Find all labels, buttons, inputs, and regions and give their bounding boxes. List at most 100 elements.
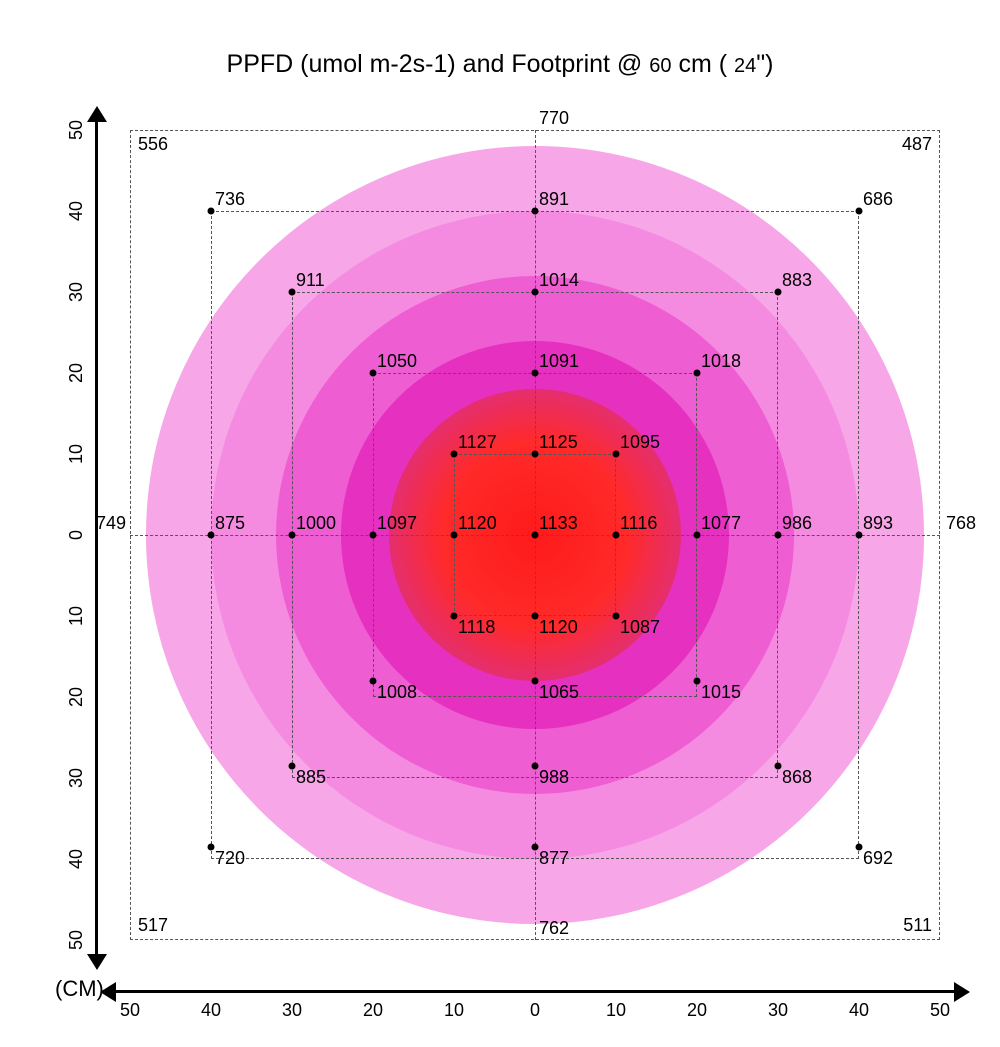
y-tick-label: 40	[51, 196, 101, 226]
data-label: 1015	[701, 682, 741, 703]
data-point	[532, 843, 539, 850]
data-label: 1008	[377, 682, 417, 703]
data-label: 986	[782, 513, 812, 534]
data-label: 1077	[701, 513, 741, 534]
data-label: 893	[863, 513, 893, 534]
data-point	[775, 762, 782, 769]
data-label: 1000	[296, 513, 336, 534]
x-tick-label: 20	[353, 1000, 393, 1021]
x-tick-label: 40	[191, 1000, 231, 1021]
data-point	[532, 289, 539, 296]
data-point	[289, 289, 296, 296]
data-label: 877	[539, 848, 569, 869]
data-label: 1120	[458, 513, 497, 534]
title-cm: 60	[649, 55, 671, 77]
data-label: 1014	[539, 270, 579, 291]
data-point	[208, 532, 215, 539]
data-label: 1120	[539, 617, 578, 638]
title-suffix: ")	[756, 50, 773, 78]
data-label: 487	[902, 134, 932, 155]
data-point	[532, 451, 539, 458]
plot-area: 5567704877368916869111014883105010911018…	[130, 130, 940, 940]
y-tick-label: 50	[51, 115, 101, 145]
data-point	[451, 613, 458, 620]
data-point	[289, 532, 296, 539]
data-label: 891	[539, 189, 569, 210]
data-label: 686	[863, 189, 893, 210]
data-point	[694, 677, 701, 684]
data-point	[208, 208, 215, 215]
data-label: 1095	[620, 432, 660, 453]
data-label: 1133	[539, 513, 578, 534]
data-point	[289, 762, 296, 769]
axis-unit-label: (CM)	[55, 976, 104, 1002]
data-label: 868	[782, 767, 812, 788]
data-point	[613, 451, 620, 458]
data-label: 1125	[539, 432, 578, 453]
data-point	[532, 208, 539, 215]
title-mid: cm (	[672, 50, 735, 78]
data-label: 720	[215, 848, 245, 869]
data-label: 1127	[458, 432, 497, 453]
data-label: 517	[138, 915, 168, 936]
x-tick-label: 10	[596, 1000, 636, 1021]
data-point	[208, 843, 215, 850]
data-label: 511	[903, 915, 932, 936]
data-point	[856, 532, 863, 539]
data-label: 875	[215, 513, 245, 534]
y-tick-label: 0	[51, 520, 101, 550]
data-point	[775, 289, 782, 296]
y-tick-label: 10	[51, 439, 101, 469]
data-point	[694, 532, 701, 539]
x-tick-label: 10	[434, 1000, 474, 1021]
y-tick-label: 30	[51, 763, 101, 793]
data-point	[532, 762, 539, 769]
data-point	[451, 532, 458, 539]
y-tick-label: 50	[51, 925, 101, 955]
data-point	[532, 677, 539, 684]
data-point	[532, 370, 539, 377]
data-point	[370, 370, 377, 377]
data-point	[613, 532, 620, 539]
y-tick-label: 20	[51, 682, 101, 712]
x-tick-label: 50	[110, 1000, 150, 1021]
data-label: 692	[863, 848, 893, 869]
data-label: 556	[138, 134, 168, 155]
y-tick-label: 30	[51, 277, 101, 307]
x-tick-label: 30	[758, 1000, 798, 1021]
data-label: 1091	[539, 351, 579, 372]
title-inch: 24	[734, 55, 756, 77]
data-point	[775, 532, 782, 539]
x-tick-label: 0	[515, 1000, 555, 1021]
data-point	[532, 613, 539, 620]
data-point	[613, 613, 620, 620]
data-point	[694, 370, 701, 377]
data-label: 885	[296, 767, 326, 788]
data-label: 1065	[539, 682, 579, 703]
data-label: 1097	[377, 513, 417, 534]
x-tick-label: 30	[272, 1000, 312, 1021]
data-label: 762	[539, 918, 569, 939]
data-label: 1050	[377, 351, 417, 372]
y-tick-label: 40	[51, 844, 101, 874]
data-label: 988	[539, 767, 569, 788]
data-label: 1118	[458, 617, 495, 638]
data-label: 770	[539, 108, 569, 129]
data-point	[370, 532, 377, 539]
data-label: 1018	[701, 351, 741, 372]
x-tick-label: 40	[839, 1000, 879, 1021]
y-tick-label: 20	[51, 358, 101, 388]
data-label: 736	[215, 189, 245, 210]
data-point	[532, 532, 539, 539]
x-tick-label: 20	[677, 1000, 717, 1021]
y-axis-arrow-down	[87, 954, 107, 970]
data-label: 883	[782, 270, 812, 291]
data-label: 768	[946, 513, 976, 534]
data-label: 1087	[620, 617, 660, 638]
data-point	[856, 208, 863, 215]
x-axis-line	[116, 990, 954, 993]
data-label: 911	[296, 270, 325, 291]
chart-title: PPFD (umol m-2s-1) and Footprint @ 60 cm…	[0, 50, 1000, 79]
data-point	[370, 677, 377, 684]
data-label: 1116	[620, 513, 657, 534]
